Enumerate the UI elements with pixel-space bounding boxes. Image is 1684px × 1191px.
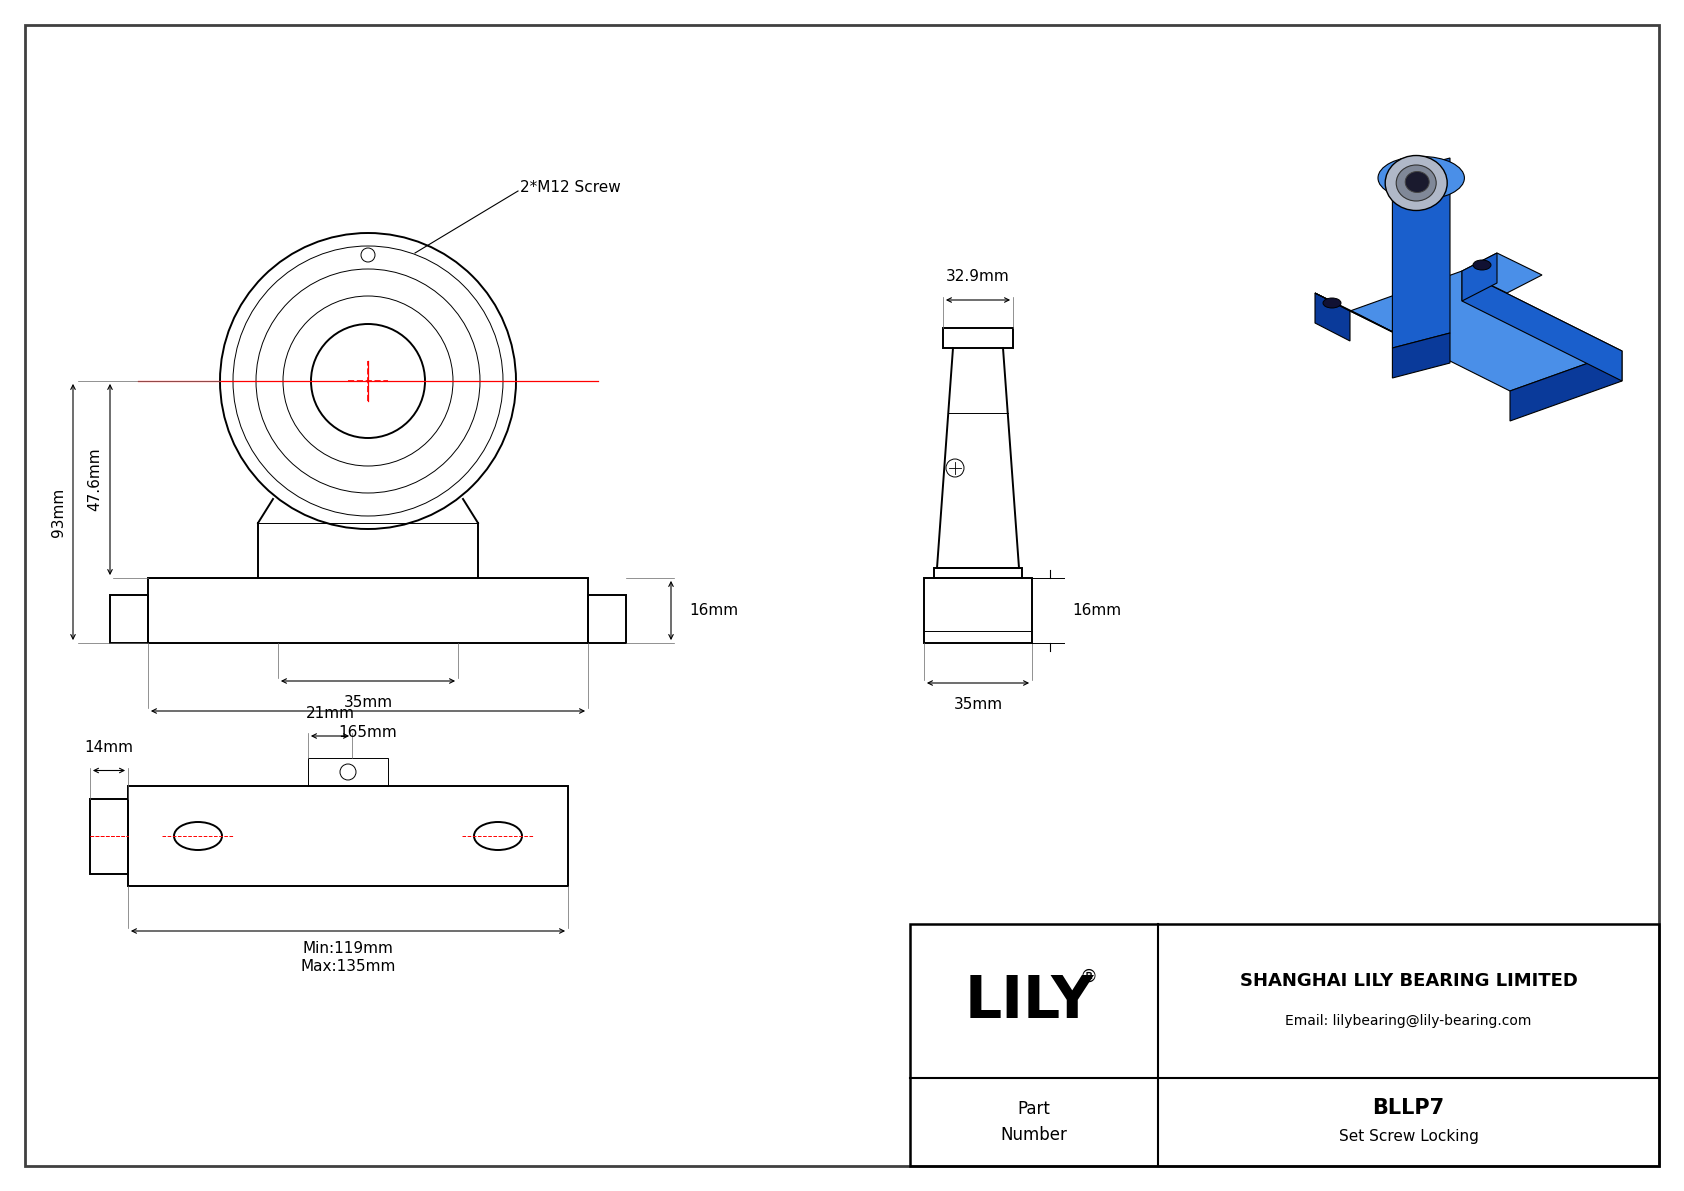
Text: Part
Number: Part Number bbox=[1000, 1099, 1068, 1145]
Text: 16mm: 16mm bbox=[689, 603, 738, 618]
Bar bbox=[148, 578, 588, 643]
Polygon shape bbox=[1315, 293, 1351, 341]
Polygon shape bbox=[1462, 252, 1497, 301]
Text: 14mm: 14mm bbox=[84, 741, 133, 755]
Polygon shape bbox=[1462, 252, 1543, 293]
Text: Set Screw Locking: Set Screw Locking bbox=[1339, 1129, 1479, 1143]
Bar bbox=[109, 596, 148, 643]
Text: BLLP7: BLLP7 bbox=[1372, 1098, 1445, 1118]
Ellipse shape bbox=[1404, 172, 1430, 193]
Bar bbox=[943, 328, 1014, 348]
Ellipse shape bbox=[1324, 298, 1340, 308]
Ellipse shape bbox=[1396, 166, 1436, 201]
Text: Min:119mm: Min:119mm bbox=[303, 941, 394, 956]
Text: 21mm: 21mm bbox=[305, 706, 355, 721]
Text: 2*M12 Screw: 2*M12 Screw bbox=[520, 181, 621, 195]
Text: 16mm: 16mm bbox=[1073, 603, 1122, 618]
Bar bbox=[308, 757, 387, 786]
Text: 93mm: 93mm bbox=[51, 487, 66, 537]
Bar bbox=[909, 924, 1659, 1166]
Text: 35mm: 35mm bbox=[953, 697, 1002, 712]
Bar bbox=[935, 568, 1022, 578]
Text: SHANGHAI LILY BEARING LIMITED: SHANGHAI LILY BEARING LIMITED bbox=[1239, 972, 1578, 990]
Text: 32.9mm: 32.9mm bbox=[946, 269, 1010, 283]
Bar bbox=[925, 578, 1032, 643]
Text: ®: ® bbox=[1079, 968, 1098, 986]
Polygon shape bbox=[1315, 293, 1394, 333]
Text: 47.6mm: 47.6mm bbox=[88, 448, 103, 511]
Polygon shape bbox=[1393, 158, 1450, 348]
Polygon shape bbox=[1351, 272, 1622, 391]
Polygon shape bbox=[1511, 351, 1622, 420]
Ellipse shape bbox=[1378, 156, 1465, 200]
Text: 165mm: 165mm bbox=[338, 725, 397, 740]
Text: 35mm: 35mm bbox=[344, 696, 392, 710]
Text: LILY: LILY bbox=[965, 973, 1093, 1029]
Polygon shape bbox=[1462, 272, 1622, 381]
Ellipse shape bbox=[1474, 260, 1490, 270]
Text: Max:135mm: Max:135mm bbox=[300, 959, 396, 974]
Polygon shape bbox=[1393, 333, 1450, 378]
Bar bbox=[588, 596, 626, 643]
Bar bbox=[128, 786, 568, 886]
Bar bbox=[89, 798, 128, 873]
Text: Email: lilybearing@lily-bearing.com: Email: lilybearing@lily-bearing.com bbox=[1285, 1014, 1532, 1028]
Ellipse shape bbox=[1386, 156, 1447, 211]
